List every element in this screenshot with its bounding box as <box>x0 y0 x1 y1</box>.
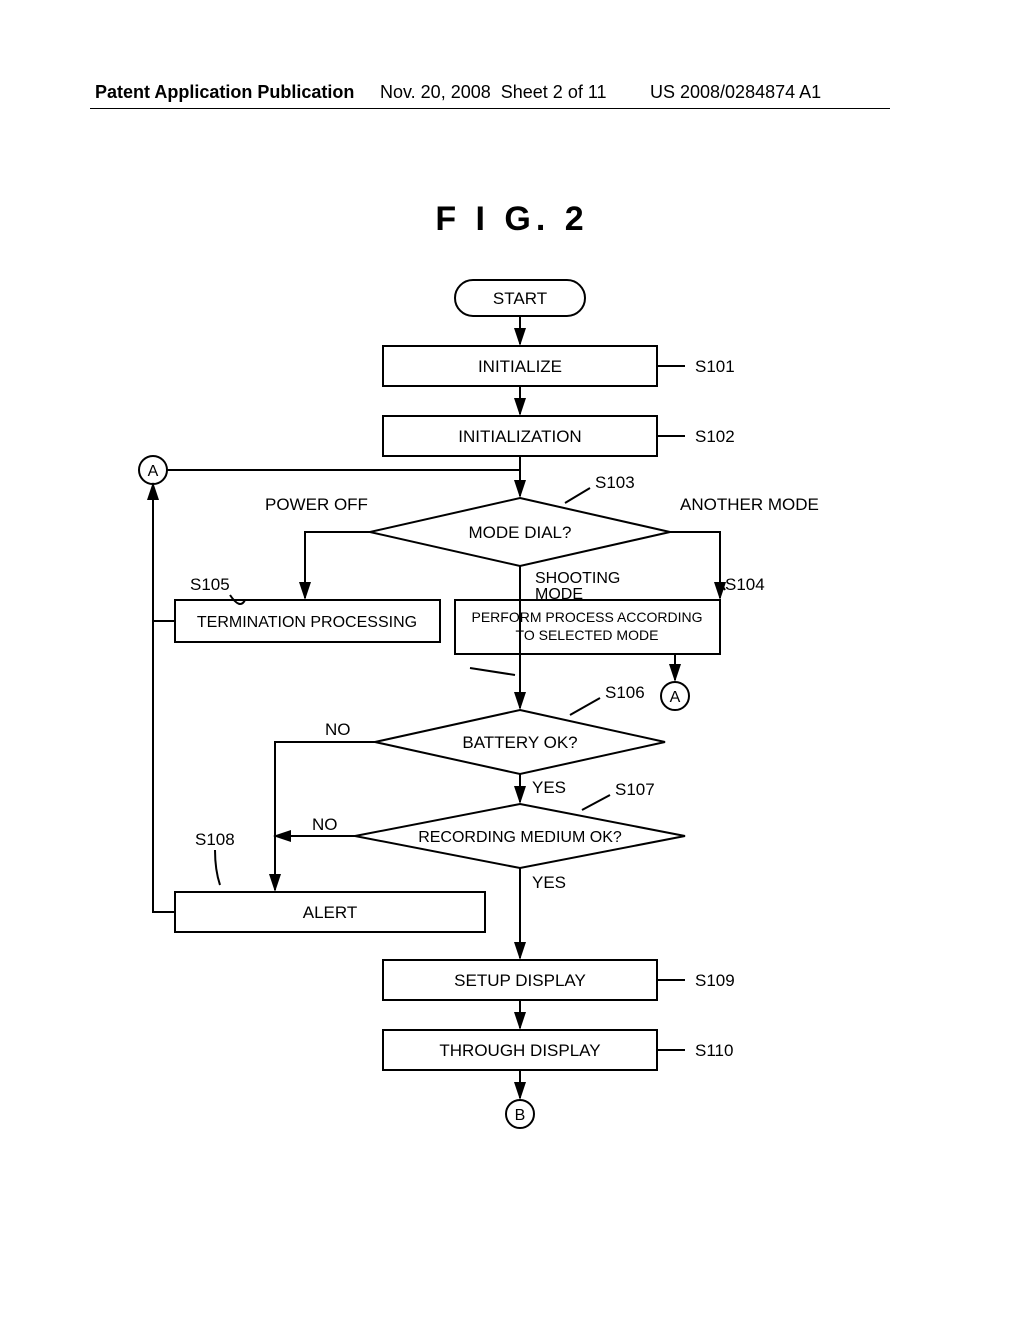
branch-yes2: YES <box>532 873 566 892</box>
node-s102: INITIALIZATION <box>383 416 657 456</box>
label-s101: S101 <box>695 357 735 376</box>
branch-poweroff: POWER OFF <box>265 495 368 514</box>
connector-b: B <box>506 1100 534 1128</box>
label-s102: S102 <box>695 427 735 446</box>
svg-text:INITIALIZATION: INITIALIZATION <box>458 427 581 446</box>
node-s106: BATTERY OK? <box>375 710 665 774</box>
label-s108: S108 <box>195 830 235 849</box>
label-s105: S105 <box>190 575 230 594</box>
svg-text:ALERT: ALERT <box>303 903 358 922</box>
branch-shooting: SHOOTINGMODE <box>535 570 620 603</box>
svg-text:MODE DIAL?: MODE DIAL? <box>469 523 572 542</box>
branch-no1: NO <box>325 720 351 739</box>
pubno-label: US 2008/0284874 A1 <box>650 82 821 103</box>
label-s103: S103 <box>595 473 635 492</box>
node-s101: INITIALIZE <box>383 346 657 386</box>
connector-a-right: A <box>661 682 689 710</box>
flowchart-svg: START INITIALIZE S101 INITIALIZATION S10… <box>120 270 920 1190</box>
node-s103: MODE DIAL? <box>370 498 670 566</box>
node-s110: THROUGH DISPLAY <box>383 1030 657 1070</box>
svg-text:START: START <box>493 289 547 308</box>
label-s104: S104 <box>725 575 765 594</box>
pub-label: Patent Application Publication <box>95 82 354 103</box>
branch-another: ANOTHER MODE <box>680 495 819 514</box>
node-s105: TERMINATION PROCESSING <box>175 600 440 642</box>
date-label: Nov. 20, 2008 Sheet 2 of 11 <box>380 82 607 103</box>
svg-text:TERMINATION PROCESSING: TERMINATION PROCESSING <box>197 614 417 631</box>
label-s109: S109 <box>695 971 735 990</box>
svg-text:INITIALIZE: INITIALIZE <box>478 357 562 376</box>
svg-text:B: B <box>515 1107 526 1124</box>
node-s108: ALERT <box>175 892 485 932</box>
header-rule <box>90 108 890 109</box>
svg-text:A: A <box>148 463 159 480</box>
svg-text:BATTERY OK?: BATTERY OK? <box>462 733 577 752</box>
svg-text:RECORDING MEDIUM OK?: RECORDING MEDIUM OK? <box>418 829 622 846</box>
branch-yes1: YES <box>532 778 566 797</box>
connector-a-left: A <box>139 456 167 484</box>
svg-text:THROUGH DISPLAY: THROUGH DISPLAY <box>439 1041 600 1060</box>
branch-no2: NO <box>312 815 338 834</box>
label-s110: S110 <box>695 1041 733 1060</box>
svg-text:SETUP DISPLAY: SETUP DISPLAY <box>454 971 586 990</box>
node-start: START <box>455 280 585 316</box>
svg-text:PERFORM PROCESS ACCORDINGTO SE: PERFORM PROCESS ACCORDINGTO SELECTED MOD… <box>471 609 702 643</box>
node-s107: RECORDING MEDIUM OK? <box>355 804 685 868</box>
label-s107: S107 <box>615 780 655 799</box>
label-s106: S106 <box>605 683 645 702</box>
node-s104: PERFORM PROCESS ACCORDINGTO SELECTED MOD… <box>455 600 720 654</box>
svg-text:A: A <box>670 689 681 706</box>
figure-title: F I G. 2 <box>0 200 1024 239</box>
node-s109: SETUP DISPLAY <box>383 960 657 1000</box>
